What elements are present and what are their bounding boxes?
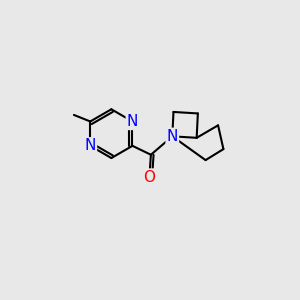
Text: N: N: [167, 129, 178, 144]
Text: N: N: [85, 138, 96, 153]
Text: N: N: [127, 114, 138, 129]
Text: O: O: [143, 169, 155, 184]
